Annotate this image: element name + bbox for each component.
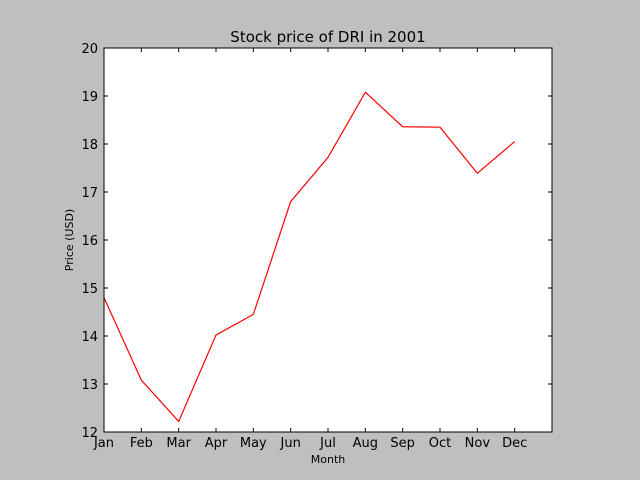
y-axis-label: Price (USD) bbox=[63, 209, 76, 271]
plot-area bbox=[104, 48, 552, 432]
x-tick-label: May bbox=[240, 436, 267, 451]
y-tick-label: 12 bbox=[81, 426, 98, 441]
y-tick-label: 17 bbox=[81, 186, 98, 201]
x-axis-label: Month bbox=[311, 453, 346, 466]
x-tick-label: Mar bbox=[166, 436, 191, 451]
y-tick-label: 13 bbox=[81, 378, 98, 393]
y-tick-label: 19 bbox=[81, 90, 98, 105]
y-tick-label: 14 bbox=[81, 330, 98, 345]
x-tick-label: Jun bbox=[280, 436, 301, 451]
axis-ticks bbox=[103, 47, 552, 433]
plot-frame bbox=[103, 47, 553, 433]
x-tick-label: Aug bbox=[353, 436, 378, 451]
series-line bbox=[103, 91, 516, 423]
x-tick-label: Oct bbox=[429, 436, 451, 451]
x-tick-label: Dec bbox=[502, 436, 527, 451]
x-tick-label: Sep bbox=[390, 436, 415, 451]
y-tick-label: 15 bbox=[81, 282, 98, 297]
x-tick-label: Feb bbox=[130, 436, 153, 451]
x-tick-labels: Jan Feb Mar Apr May Jun Jul Aug Sep Oct Nov Dec bbox=[93, 436, 527, 451]
y-tick-label: 16 bbox=[81, 234, 98, 249]
x-tick-label: Jan bbox=[93, 436, 114, 451]
chart-title: Stock price of DRI in 2001 bbox=[230, 28, 425, 46]
x-tick-label: Jul bbox=[319, 436, 336, 451]
y-tick-label: 20 bbox=[81, 42, 98, 57]
x-tick-label: Nov bbox=[465, 436, 491, 451]
x-tick-label: Apr bbox=[205, 436, 228, 451]
y-tick-label: 18 bbox=[81, 138, 98, 153]
y-tick-labels: 12 13 14 15 16 17 18 19 20 bbox=[81, 42, 98, 441]
